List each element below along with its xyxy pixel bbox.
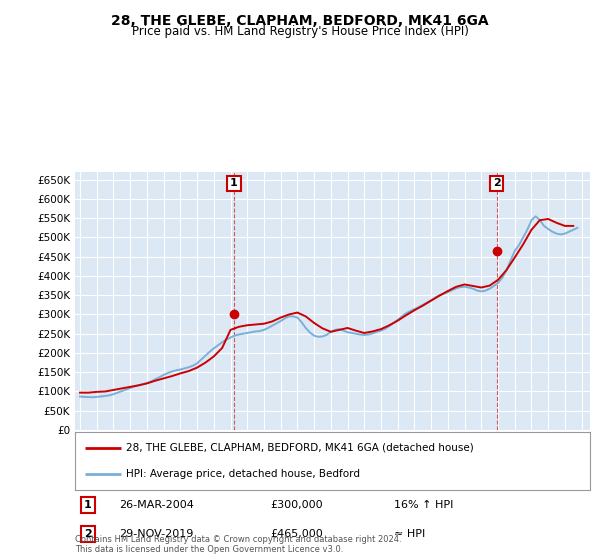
Text: 2: 2 [84,529,92,539]
Text: 26-MAR-2004: 26-MAR-2004 [119,500,194,510]
Text: £465,000: £465,000 [271,529,323,539]
Text: 28, THE GLEBE, CLAPHAM, BEDFORD, MK41 6GA: 28, THE GLEBE, CLAPHAM, BEDFORD, MK41 6G… [111,14,489,28]
Text: HPI: Average price, detached house, Bedford: HPI: Average price, detached house, Bedf… [127,469,361,479]
Text: £300,000: £300,000 [271,500,323,510]
Text: ≈ HPI: ≈ HPI [394,529,425,539]
Text: Contains HM Land Registry data © Crown copyright and database right 2024.
This d: Contains HM Land Registry data © Crown c… [75,535,401,554]
Text: 16% ↑ HPI: 16% ↑ HPI [394,500,454,510]
Text: 1: 1 [230,179,238,189]
Text: 28, THE GLEBE, CLAPHAM, BEDFORD, MK41 6GA (detached house): 28, THE GLEBE, CLAPHAM, BEDFORD, MK41 6G… [127,442,474,452]
Text: 29-NOV-2019: 29-NOV-2019 [119,529,193,539]
Text: 2: 2 [493,179,500,189]
Text: 1: 1 [84,500,92,510]
Text: Price paid vs. HM Land Registry's House Price Index (HPI): Price paid vs. HM Land Registry's House … [131,25,469,38]
